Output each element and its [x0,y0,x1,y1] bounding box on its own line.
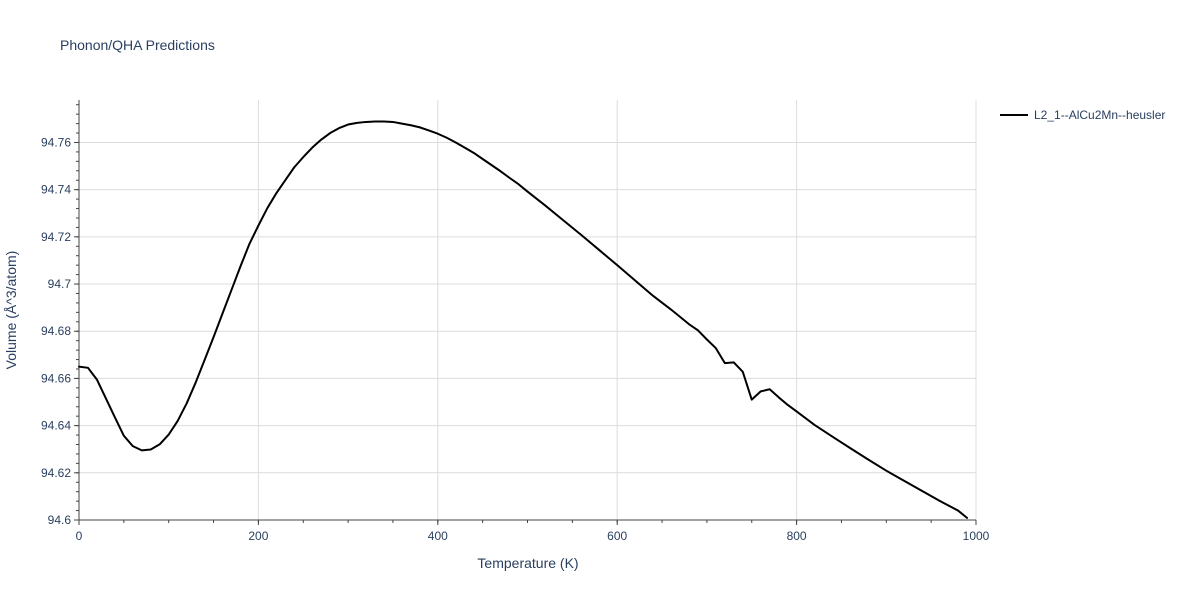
x-axis-title: Temperature (K) [477,555,578,571]
x-tick-label: 400 [428,529,448,543]
x-gridlines [78,100,977,520]
chart-title: Phonon/QHA Predictions [60,37,215,53]
y-tick-label: 94.76 [41,135,71,149]
y-tick-label: 94.72 [41,230,71,244]
y-axis-ticks: 94.6 94.62 94.64 94.66 94.68 94.7 94.72 94.74 94… [41,135,79,527]
y-tick-label: 94.64 [41,419,71,433]
y-gridlines [79,141,976,521]
minor-ticks [76,104,977,523]
legend[interactable]: L2_1--AlCu2Mn--heusler [1000,108,1165,122]
series-layer [78,120,969,519]
x-tick-label: 0 [76,529,83,543]
series-line-0 [78,120,969,519]
y-axis-title: Volume (Å^3/atom) [3,251,19,370]
y-tick-label: 94.68 [41,324,71,338]
y-tick-label: 94.6 [48,513,72,527]
y-tick-label: 94.66 [41,371,71,385]
y-tick-label: 94.74 [41,183,71,197]
x-tick-label: 800 [787,529,807,543]
y-tick-label: 94.7 [48,277,72,291]
legend-label: L2_1--AlCu2Mn--heusler [1034,108,1165,122]
x-axis-ticks: 0 200 400 600 800 1000 [76,520,990,543]
x-tick-label: 600 [607,529,627,543]
y-tick-label: 94.62 [41,466,71,480]
x-tick-label: 1000 [963,529,990,543]
x-tick-label: 200 [248,529,268,543]
